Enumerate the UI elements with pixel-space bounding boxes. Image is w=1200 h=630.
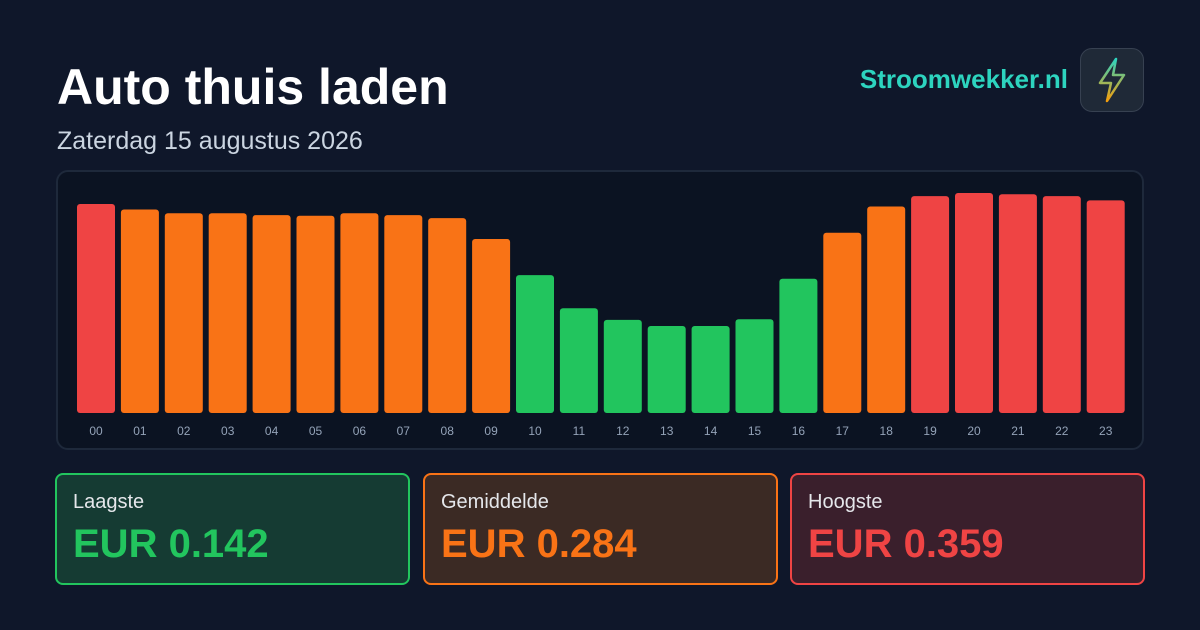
bar-hour-07 (384, 215, 423, 413)
x-tick-label: 01 (133, 424, 147, 438)
bar-hour-20 (955, 193, 993, 413)
average-price-value: EUR 0.284 (441, 522, 637, 566)
date-subtitle: Zaterdag 15 augustus 2026 (57, 127, 363, 155)
x-tick-label: 02 (177, 424, 191, 438)
x-tick-label: 17 (836, 424, 850, 438)
bar-hour-16 (779, 278, 818, 413)
highest-price-label: Hoogste (808, 491, 883, 513)
lowest-price-label: Laagste (73, 491, 145, 513)
bar-hour-01 (120, 209, 159, 413)
bar-hour-11 (559, 308, 598, 413)
bar-hour-12 (603, 319, 642, 413)
average-price-card: Gemiddelde EUR 0.284 (423, 473, 778, 585)
bar-hour-14 (691, 326, 730, 413)
x-tick-label: 03 (221, 424, 235, 438)
x-tick-label: 15 (748, 424, 762, 438)
bar-hour-15 (735, 319, 774, 413)
bar-hour-13 (647, 326, 686, 413)
average-price-label: Gemiddelde (441, 491, 549, 513)
lowest-price-value: EUR 0.142 (73, 522, 269, 566)
lightning-bolt-icon (1098, 57, 1126, 103)
page-title: Auto thuis laden (57, 59, 449, 115)
bar-hour-23 (1086, 200, 1125, 413)
x-tick-label: 05 (309, 424, 323, 438)
bar-hour-04 (252, 215, 291, 413)
x-tick-label: 08 (441, 424, 455, 438)
x-tick-label: 18 (880, 424, 894, 438)
x-tick-label: 06 (353, 424, 367, 438)
bar-hour-02 (164, 213, 203, 413)
x-tick-label: 12 (616, 424, 630, 438)
x-tick-label: 20 (967, 424, 981, 438)
x-tick-label: 23 (1099, 424, 1113, 438)
bar-hour-19 (911, 196, 950, 413)
x-tick-label: 19 (923, 424, 937, 438)
x-tick-label: 13 (660, 424, 674, 438)
x-tick-label: 07 (397, 424, 411, 438)
bar-hour-21 (998, 194, 1037, 413)
highest-price-card: Hoogste EUR 0.359 (790, 473, 1145, 585)
x-tick-label: 14 (704, 424, 718, 438)
x-tick-label: 10 (528, 424, 542, 438)
x-tick-label: 16 (792, 424, 806, 438)
bar-hour-06 (340, 213, 379, 413)
lowest-price-card: Laagste EUR 0.142 (55, 473, 410, 585)
highest-price-value: EUR 0.359 (808, 522, 1004, 566)
x-tick-label: 09 (484, 424, 498, 438)
brand-logo[interactable] (1080, 48, 1144, 112)
bar-hour-03 (208, 213, 247, 413)
bar-chart: 00 01 02 03 04 05 06 07 08 09 10 11 12 13 14 15 16 17 18 19… (77, 193, 1125, 438)
bar-hour-10 (516, 275, 554, 413)
bar-hour-18 (867, 206, 906, 413)
bar-hour-05 (296, 215, 335, 413)
x-tick-label: 21 (1011, 424, 1025, 438)
bar-hour-08 (428, 218, 467, 413)
x-tick-label: 11 (573, 424, 586, 438)
x-tick-label: 00 (89, 424, 103, 438)
price-chart: 00 01 02 03 04 05 06 07 08 09 10 11 12 13 14 15 16 17 18 19… (56, 170, 1144, 450)
bar-hour-22 (1042, 196, 1081, 413)
bar-hour-17 (823, 232, 862, 413)
bar-hour-09 (472, 239, 511, 413)
x-tick-label: 04 (265, 424, 279, 438)
bar-hour-00 (77, 204, 115, 413)
x-tick-label: 22 (1055, 424, 1069, 438)
brand-name[interactable]: Stroomwekker.nl (859, 64, 1068, 94)
